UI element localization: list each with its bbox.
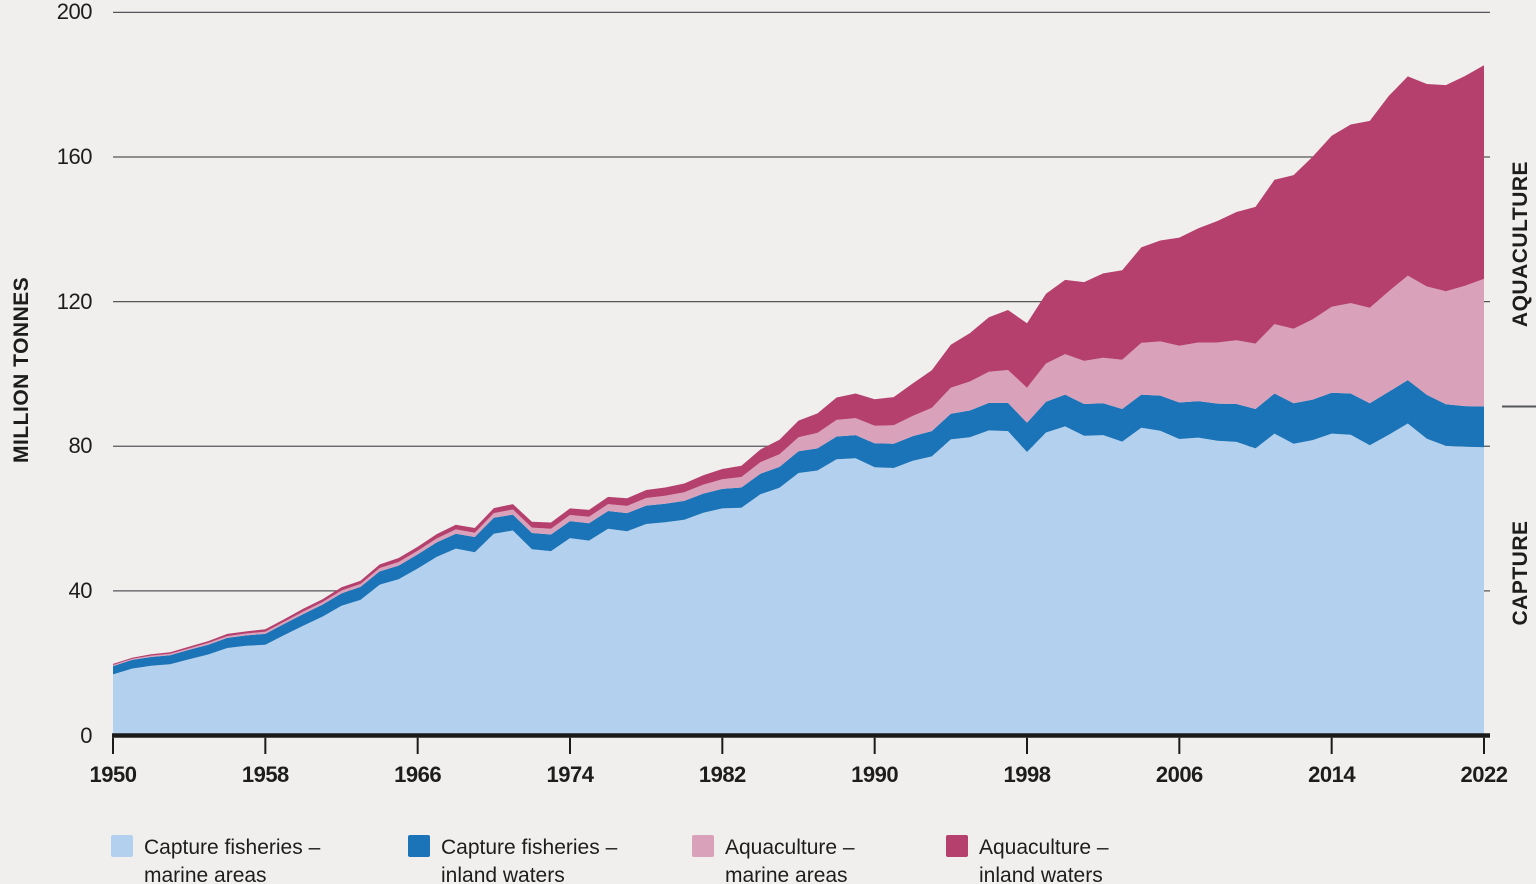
legend-label-capture-marine: Capture fisheries – marine areas (144, 834, 320, 884)
x-tick-label-1990: 1990 (851, 762, 899, 787)
legend-label-line2: inland waters (441, 864, 565, 884)
capture-inland-swatch-icon (408, 835, 430, 857)
legend-label-aquaculture-inland: Aquaculture – inland waters (979, 834, 1109, 884)
legend-label-line1: Aquaculture – (979, 836, 1109, 859)
legend-label-aquaculture-marine: Aquaculture – marine areas (725, 834, 855, 884)
area-aquaculture-marine-areas (113, 275, 1484, 667)
legend-label-line2: marine areas (725, 864, 848, 884)
y-tick-label-200: 200 (56, 0, 93, 25)
x-tick-label-1998: 1998 (1003, 762, 1051, 787)
x-tick-label-2006: 2006 (1155, 762, 1203, 787)
y-axis-title: MILLION TONNES (10, 276, 33, 463)
legend-label-line1: Capture fisheries – (441, 836, 618, 859)
y-tick-label-160: 160 (56, 144, 93, 170)
x-tick-label-1966: 1966 (394, 762, 442, 787)
x-tick-label-1974: 1974 (546, 762, 594, 787)
x-tick-label-2022: 2022 (1460, 762, 1508, 787)
area-capture-fisheries-inland-waters (113, 380, 1484, 675)
right-section-label-aquaculture: AQUACULTURE (1509, 160, 1532, 328)
legend-label-line1: Capture fisheries – (144, 836, 321, 859)
y-tick-label-40: 40 (68, 577, 93, 603)
y-tick-label-0: 0 (80, 722, 92, 748)
y-tick-label-80: 80 (68, 433, 93, 459)
capture-marine-swatch-icon (111, 835, 133, 857)
legend-label-line2: marine areas (144, 864, 267, 884)
legend-item-aquaculture-marine: Aquaculture – marine areas (692, 834, 855, 884)
legend-item-capture-inland: Capture fisheries – inland waters (408, 834, 617, 884)
area-capture-fisheries-marine-areas (113, 423, 1484, 736)
legend-item-aquaculture-inland: Aquaculture – inland waters (946, 834, 1109, 884)
legend: Capture fisheries – marine areas Capture… (0, 834, 1536, 884)
x-tick-label-2014: 2014 (1308, 762, 1356, 787)
legend-label-line1: Aquaculture – (725, 836, 855, 859)
legend-label-line2: inland waters (979, 864, 1103, 884)
aquaculture-inland-swatch-icon (946, 835, 968, 857)
right-section-label-capture: CAPTURE (1509, 520, 1532, 626)
x-tick-label-1958: 1958 (241, 762, 289, 787)
y-tick-label-120: 120 (56, 288, 93, 314)
legend-label-capture-inland: Capture fisheries – inland waters (441, 834, 617, 884)
legend-item-capture-marine: Capture fisheries – marine areas (111, 834, 320, 884)
x-tick-label-1982: 1982 (698, 762, 746, 787)
aquaculture-marine-swatch-icon (692, 835, 714, 857)
x-tick-label-1950: 1950 (89, 762, 137, 787)
